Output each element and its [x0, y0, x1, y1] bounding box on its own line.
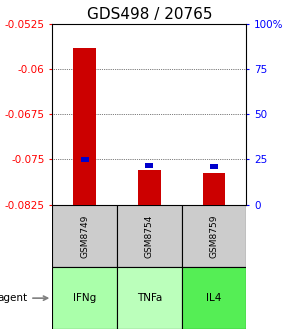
Text: agent: agent — [0, 293, 48, 303]
FancyBboxPatch shape — [117, 205, 182, 267]
FancyBboxPatch shape — [182, 205, 246, 267]
FancyBboxPatch shape — [117, 267, 182, 329]
Text: IL4: IL4 — [206, 293, 222, 303]
FancyBboxPatch shape — [52, 267, 117, 329]
Text: GSM8754: GSM8754 — [145, 214, 154, 257]
Bar — [81, 157, 88, 162]
Title: GDS498 / 20765: GDS498 / 20765 — [87, 7, 212, 23]
Text: GSM8759: GSM8759 — [210, 214, 219, 258]
FancyBboxPatch shape — [52, 205, 117, 267]
Text: IFNg: IFNg — [73, 293, 96, 303]
Bar — [138, 170, 161, 205]
Bar — [145, 163, 153, 168]
Text: GSM8749: GSM8749 — [80, 214, 89, 257]
FancyBboxPatch shape — [182, 267, 246, 329]
Bar — [73, 48, 96, 205]
Bar — [210, 164, 218, 169]
Bar — [203, 173, 225, 205]
Text: TNFa: TNFa — [137, 293, 162, 303]
